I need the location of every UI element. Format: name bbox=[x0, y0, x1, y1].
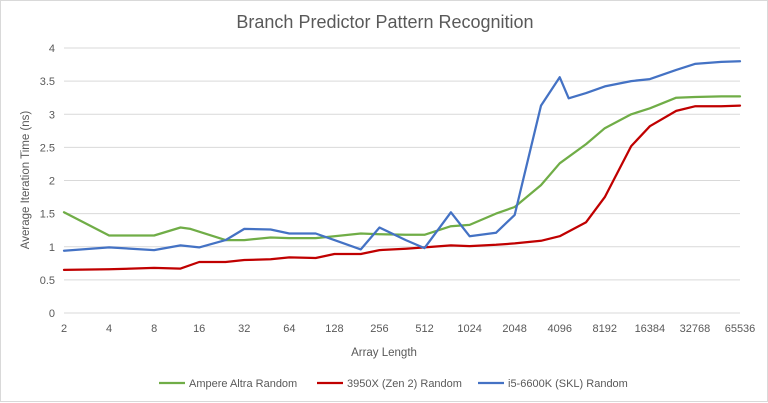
x-axis-title: Array Length bbox=[351, 347, 417, 359]
y-tick-label: 0.5 bbox=[40, 275, 55, 287]
y-tick-label: 3 bbox=[49, 109, 55, 121]
x-tick-label: 16384 bbox=[635, 323, 666, 335]
y-axis-ticks: 0 0.5 1 1.5 2 2.5 3 3.5 4 bbox=[40, 43, 55, 320]
x-tick-label: 8 bbox=[151, 323, 157, 335]
x-tick-label: 256 bbox=[370, 323, 388, 335]
y-tick-label: 2.5 bbox=[40, 142, 55, 154]
y-tick-label: 2 bbox=[49, 176, 55, 188]
x-tick-label: 8192 bbox=[593, 323, 617, 335]
chart-title: Branch Predictor Pattern Recognition bbox=[236, 12, 533, 32]
x-tick-label: 16 bbox=[193, 323, 205, 335]
y-axis-title: Average Iteration Time (ns) bbox=[20, 111, 32, 250]
legend-label: Ampere Altra Random bbox=[189, 378, 297, 390]
x-tick-label: 1024 bbox=[457, 323, 481, 335]
x-tick-label: 2048 bbox=[502, 323, 526, 335]
y-tick-label: 4 bbox=[49, 43, 55, 55]
gridlines bbox=[64, 47, 740, 314]
y-tick-label: 1.5 bbox=[40, 209, 55, 221]
y-tick-label: 1 bbox=[49, 242, 55, 254]
y-tick-label: 0 bbox=[49, 308, 55, 320]
x-tick-label: 32 bbox=[238, 323, 250, 335]
x-axis-ticks: 2 4 8 16 32 64 128 256 512 1024 2048 4096 8192 16384 3… bbox=[61, 323, 755, 335]
series-line-0 bbox=[62, 95, 742, 242]
x-tick-label: 4096 bbox=[547, 323, 571, 335]
series-lines bbox=[62, 60, 742, 272]
x-tick-label: 65536 bbox=[725, 323, 756, 335]
legend-label: i5-6600K (SKL) Random bbox=[508, 378, 628, 390]
x-tick-label: 2 bbox=[61, 323, 67, 335]
y-tick-label: 3.5 bbox=[40, 76, 55, 88]
x-tick-label: 32768 bbox=[680, 323, 711, 335]
series-line-1 bbox=[62, 104, 742, 272]
legend: Ampere Altra Random 3950X (Zen 2) Random i… bbox=[159, 378, 628, 390]
x-tick-label: 128 bbox=[325, 323, 343, 335]
series-line-2 bbox=[62, 60, 742, 252]
legend-label: 3950X (Zen 2) Random bbox=[347, 378, 462, 390]
x-tick-label: 512 bbox=[415, 323, 433, 335]
x-tick-label: 4 bbox=[106, 323, 112, 335]
x-tick-label: 64 bbox=[283, 323, 295, 335]
